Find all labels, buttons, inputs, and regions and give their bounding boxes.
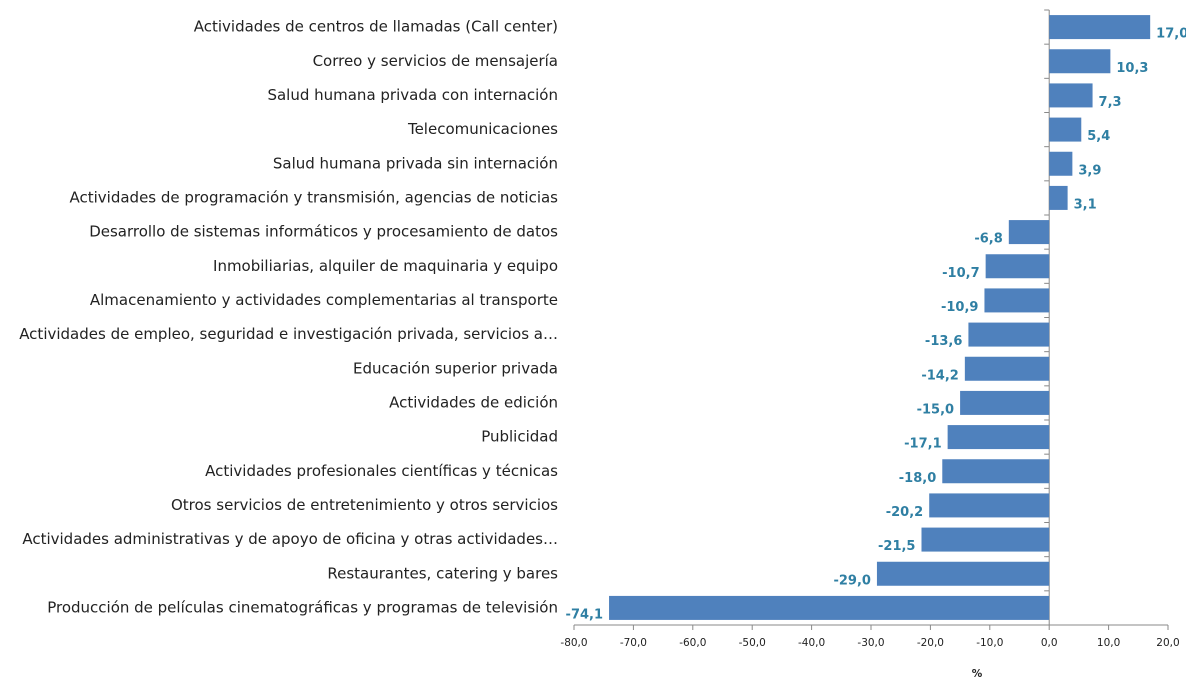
category-label: Producción de películas cinematográficas… [47, 598, 558, 616]
bar [1049, 49, 1111, 74]
bar [942, 459, 1050, 484]
category-label: Actividades de empleo, seguridad e inves… [19, 325, 558, 343]
x-tick-label: -10,0 [976, 637, 1003, 649]
bar [1049, 83, 1093, 108]
value-label: 3,9 [1078, 163, 1101, 178]
bar [984, 288, 1050, 313]
bar [985, 254, 1050, 279]
x-tick-label: -20,0 [917, 637, 944, 649]
category-label: Publicidad [481, 428, 558, 446]
bar [1008, 220, 1050, 245]
value-label: 3,1 [1074, 197, 1097, 212]
category-label: Actividades de programación y transmisió… [70, 188, 559, 206]
category-label: Almacenamiento y actividades complementa… [90, 291, 558, 309]
bar [964, 356, 1050, 381]
bar [921, 527, 1050, 552]
x-tick-label: -50,0 [739, 637, 766, 649]
category-label: Otros servicios de entretenimiento y otr… [171, 496, 558, 514]
value-label: -15,0 [917, 402, 954, 417]
value-label: -20,2 [886, 505, 923, 520]
bar [947, 425, 1050, 450]
x-tick-label: -70,0 [620, 637, 647, 649]
category-label: Desarrollo de sistemas informáticos y pr… [89, 223, 558, 241]
value-label: -10,7 [942, 266, 979, 281]
value-label: -21,5 [878, 539, 915, 554]
category-label: Actividades de edición [389, 393, 558, 411]
value-label: -13,6 [925, 334, 962, 349]
value-label: 5,4 [1087, 129, 1110, 144]
x-tick-label: -40,0 [798, 637, 825, 649]
bar [929, 493, 1050, 518]
bar [876, 561, 1050, 586]
category-label: Salud humana privada sin internación [273, 154, 558, 172]
category-label: Restaurantes, catering y bares [327, 564, 558, 582]
bar [960, 390, 1050, 415]
value-label: 17,0 [1156, 27, 1186, 42]
x-tick-label: -60,0 [679, 637, 706, 649]
category-label: Actividades administrativas y de apoyo d… [22, 530, 558, 548]
x-tick-label: 20,0 [1156, 637, 1179, 649]
value-label: -14,2 [921, 368, 958, 383]
bar [1049, 117, 1082, 142]
value-label: 7,3 [1099, 95, 1122, 110]
bar [1049, 151, 1073, 176]
x-tick-label: 10,0 [1097, 637, 1120, 649]
category-label: Inmobiliarias, alquiler de maquinaria y … [213, 257, 558, 275]
value-label: -18,0 [899, 471, 936, 486]
bar [1049, 185, 1068, 210]
value-label: 10,3 [1116, 61, 1148, 76]
bar [1049, 15, 1151, 40]
value-label: -17,1 [904, 437, 941, 452]
x-axis-label: % [972, 668, 983, 679]
value-label: -6,8 [974, 232, 1002, 247]
value-label: -74,1 [566, 607, 603, 622]
category-label: Actividades profesionales científicas y … [205, 462, 558, 480]
value-label: -10,9 [941, 300, 978, 315]
category-label: Telecomunicaciones [407, 120, 558, 138]
value-label: -29,0 [833, 573, 870, 588]
category-label: Actividades de centros de llamadas (Call… [194, 18, 558, 36]
category-label: Educación superior privada [353, 359, 558, 377]
x-tick-label: -30,0 [857, 637, 884, 649]
category-label: Correo y servicios de mensajería [313, 52, 558, 70]
x-tick-label: 0,0 [1041, 637, 1058, 649]
bar [609, 595, 1050, 620]
x-tick-label: -80,0 [560, 637, 587, 649]
bar [968, 322, 1050, 347]
category-label: Salud humana privada con internación [267, 86, 558, 104]
